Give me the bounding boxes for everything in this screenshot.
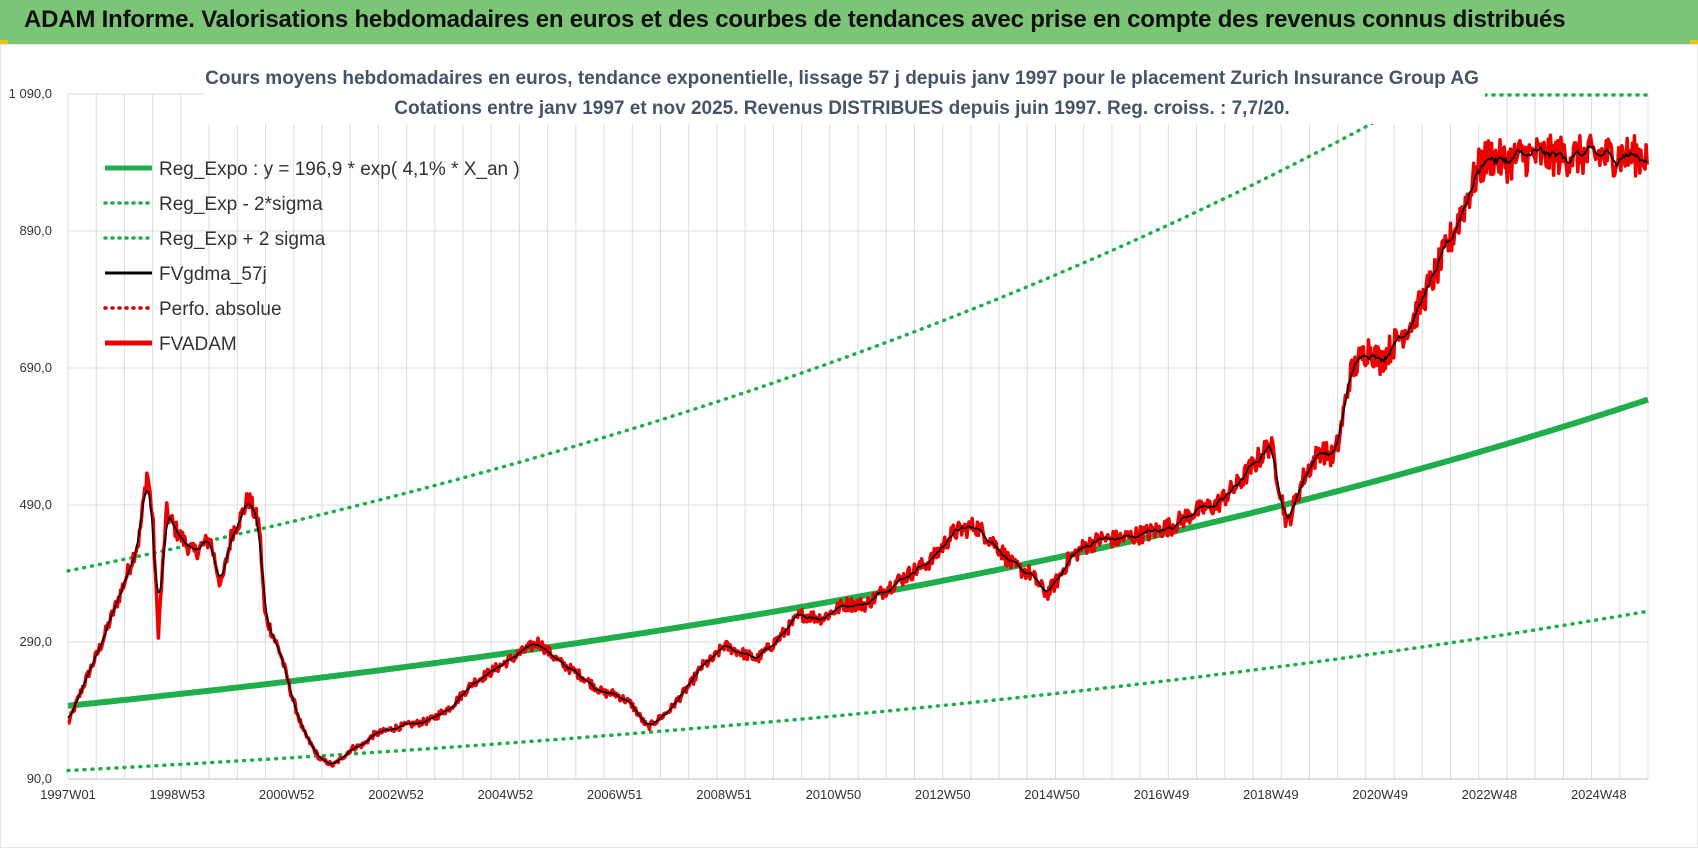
y-tick-label: 690,0	[19, 360, 52, 375]
price-series	[67, 133, 1649, 768]
chart-axes: 90,0 290,0 490,0 690,0 890,0 1 090,0 1997W01 19…	[9, 86, 1648, 802]
chart-area: Cours moyens hebdomadaires en euros, ten…	[0, 43, 1698, 849]
legend-label: FVADAM	[159, 334, 237, 355]
x-tick-label: 2020W49	[1352, 787, 1408, 802]
header-bar: ADAM Informe. Valorisations hebdomadaire…	[0, 0, 1698, 44]
x-tick-label: 2024W48	[1571, 787, 1627, 802]
x-tick-label: 2004W52	[478, 787, 534, 802]
x-tick-label: 2000W52	[259, 787, 315, 802]
x-tick-label: 2018W49	[1243, 787, 1299, 802]
legend-label: FVgdma_57j	[159, 264, 267, 285]
trend-series	[66, 93, 1650, 773]
legend-label: Reg_Exp - 2*sigma	[159, 194, 323, 215]
legend-label: Reg_Exp + 2 sigma	[159, 229, 326, 250]
reg-minus-2sigma-line	[66, 609, 1650, 773]
y-tick-label: 890,0	[19, 223, 52, 238]
x-tick-label: 2022W48	[1462, 787, 1518, 802]
x-tick-label: 1998W53	[150, 787, 206, 802]
reg-expo-line	[67, 396, 1649, 709]
legend-label: Perfo. absolue	[159, 299, 282, 320]
x-tick-label: 2008W51	[696, 787, 752, 802]
y-tick-label: 1 090,0	[9, 86, 52, 101]
title-backdrop	[205, 58, 1485, 124]
fvgdma-line	[67, 145, 1648, 765]
legend-label: Reg_Expo : y = 196,9 * exp( 4,1% * X_an …	[159, 159, 520, 180]
y-tick-label: 490,0	[19, 497, 52, 512]
chart-legend: Reg_Expo : y = 196,9 * exp( 4,1% * X_an …	[103, 159, 520, 355]
x-tick-label: 2016W49	[1134, 787, 1190, 802]
x-tick-label: 2012W50	[915, 787, 971, 802]
y-tick-label: 290,0	[19, 634, 52, 649]
x-tick-label: 2010W50	[806, 787, 862, 802]
y-tick-label: 90,0	[27, 771, 52, 786]
x-tick-label: 2014W50	[1024, 787, 1080, 802]
x-tick-label: 1997W01	[40, 787, 96, 802]
page-title: ADAM Informe. Valorisations hebdomadaire…	[24, 6, 1566, 33]
corner-marker	[0, 40, 8, 45]
chart-svg: Cours moyens hebdomadaires en euros, ten…	[0, 43, 1698, 849]
reg-plus-2sigma-line	[66, 93, 1426, 573]
x-tick-label: 2002W52	[368, 787, 424, 802]
chart-title-line1: Cours moyens hebdomadaires en euros, ten…	[205, 68, 1479, 89]
corner-marker	[1690, 40, 1698, 45]
chart-grid	[67, 93, 1649, 780]
chart-title-line2: Cotations entre janv 1997 et nov 2025. R…	[394, 98, 1289, 119]
x-tick-label: 2006W51	[587, 787, 643, 802]
